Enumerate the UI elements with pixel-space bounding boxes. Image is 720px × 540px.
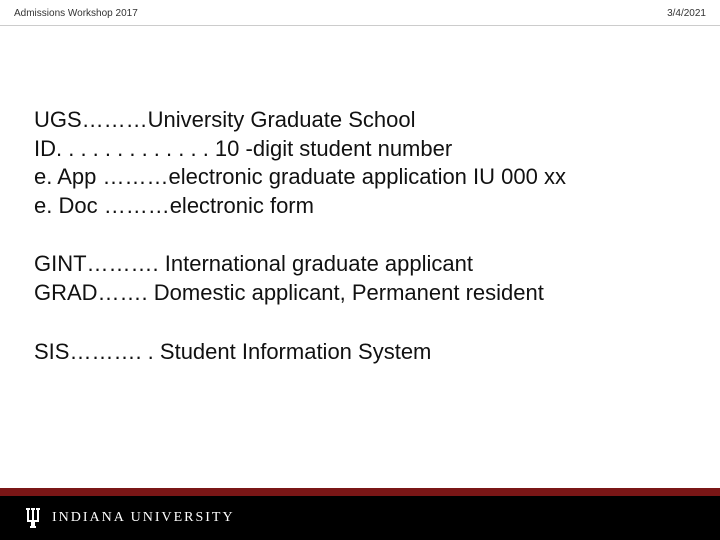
definition-line: GINT………. International graduate applican… <box>34 250 686 279</box>
definitions-block-2: GINT………. International graduate applican… <box>34 250 686 307</box>
iu-logo: INDIANA UNIVERSITY <box>24 506 235 530</box>
slide-footer: INDIANA UNIVERSITY <box>0 488 720 540</box>
slide: Admissions Workshop 2017 3/4/2021 UGS………… <box>0 0 720 540</box>
definition-line: UGS………University Graduate School <box>34 106 686 135</box>
definition-line: e. App ………electronic graduate applicatio… <box>34 163 686 192</box>
definition-line: SIS………. . Student Information System <box>34 338 686 367</box>
footer-stripe <box>0 488 720 496</box>
header-left: Admissions Workshop 2017 <box>14 8 138 19</box>
university-name: INDIANA UNIVERSITY <box>52 510 235 526</box>
trident-icon <box>24 506 42 530</box>
definitions-block-3: SIS………. . Student Information System <box>34 338 686 367</box>
definitions-block-1: UGS………University Graduate School ID. . .… <box>34 106 686 220</box>
slide-content: UGS………University Graduate School ID. . .… <box>0 26 720 540</box>
header-right: 3/4/2021 <box>667 8 706 19</box>
footer-bar: INDIANA UNIVERSITY <box>0 496 720 540</box>
definition-line: GRAD……. Domestic applicant, Permanent re… <box>34 279 686 308</box>
slide-header: Admissions Workshop 2017 3/4/2021 <box>0 0 720 26</box>
definition-line: e. Doc ………electronic form <box>34 192 686 221</box>
definition-line: ID. . . . . . . . . . . . . 10 -digit st… <box>34 135 686 164</box>
